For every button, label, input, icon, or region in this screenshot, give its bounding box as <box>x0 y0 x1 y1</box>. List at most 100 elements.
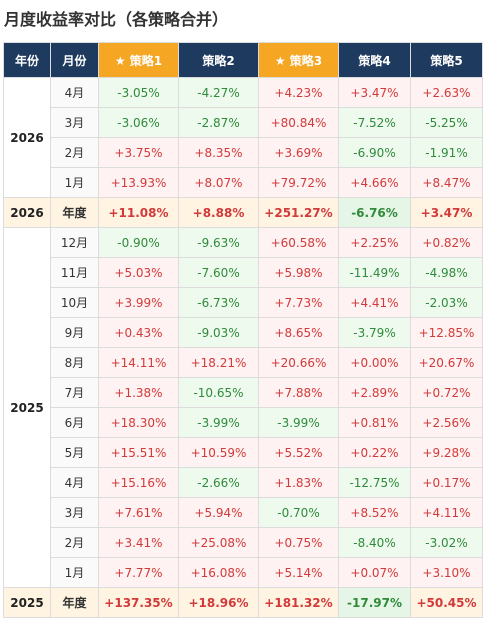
return-cell: +15.16% <box>98 467 179 498</box>
return-cell: +14.11% <box>98 347 179 378</box>
month-cell: 2月 <box>50 527 99 558</box>
month-row: 8月 +14.11% +18.21% +20.66% +0.00% +20.67% <box>4 347 483 378</box>
return-cell: -3.99% <box>258 407 339 438</box>
return-cell: +16.08% <box>178 557 259 588</box>
return-cell: +8.07% <box>178 167 259 198</box>
return-cell: +3.69% <box>258 137 339 168</box>
month-row: 4月 +15.16% -2.66% +1.83% -12.75% +0.17% <box>4 467 483 498</box>
return-cell: +0.72% <box>410 377 483 408</box>
return-cell: +3.75% <box>98 137 179 168</box>
table-body: 2026 4月 -3.05% -4.27% +4.23% +3.47% +2.63% 3月 -3… <box>3 77 483 618</box>
month-row: 2月 +3.75% +8.35% +3.69% -6.90% -1.91% <box>4 137 483 168</box>
return-cell: -0.70% <box>258 497 339 528</box>
return-cell: -3.99% <box>178 407 259 438</box>
return-cell: -8.40% <box>338 527 411 558</box>
return-cell: -3.06% <box>98 107 179 138</box>
return-cell: -4.98% <box>410 257 483 288</box>
return-cell: +0.75% <box>258 527 339 558</box>
return-cell: +3.99% <box>98 287 179 318</box>
header-cell: ★ 策略1 <box>98 42 179 78</box>
month-cell: 2月 <box>50 137 99 168</box>
month-row: 2025 12月 -0.90% -9.63% +60.58% +2.25% +0.82% <box>3 227 483 588</box>
return-cell: +4.11% <box>410 497 483 528</box>
return-cell: +3.41% <box>98 527 179 558</box>
return-cell: -9.63% <box>178 227 259 258</box>
header-row: 年份 月份 ★ 策略1 策略2 ★ 策略3 策略4 策略5 <box>3 42 483 78</box>
return-cell: +5.14% <box>258 557 339 588</box>
month-row: 11月 +5.03% -7.60% +5.98% -11.49% -4.98% <box>4 257 483 288</box>
year-cell: 2025 <box>3 227 51 588</box>
return-cell: +251.27% <box>258 197 339 228</box>
return-cell: -10.65% <box>178 377 259 408</box>
return-cell: +15.51% <box>98 437 179 468</box>
return-cell: -6.76% <box>338 197 411 228</box>
month-cell: 4月 <box>50 467 99 498</box>
return-cell: -0.90% <box>98 227 179 258</box>
return-cell: +0.00% <box>338 347 411 378</box>
year-cell: 2025 <box>3 587 51 618</box>
return-cell: +7.77% <box>98 557 179 588</box>
return-cell: -3.79% <box>338 317 411 348</box>
return-cell: +4.23% <box>258 77 339 108</box>
table-header: 年份 月份 ★ 策略1 策略2 ★ 策略3 策略4 策略5 <box>3 42 483 78</box>
month-cell: 6月 <box>50 407 99 438</box>
return-cell: +20.67% <box>410 347 483 378</box>
return-cell: +8.47% <box>410 167 483 198</box>
month-cell: 11月 <box>50 257 99 288</box>
return-cell: +2.63% <box>410 77 483 108</box>
page-title: 月度收益率对比（各策略合并） <box>4 10 229 29</box>
return-cell: -3.05% <box>98 77 179 108</box>
return-cell: +3.47% <box>410 197 483 228</box>
return-cell: +4.66% <box>338 167 411 198</box>
return-cell: +20.66% <box>258 347 339 378</box>
return-cell: +0.81% <box>338 407 411 438</box>
month-row: 3月 +7.61% +5.94% -0.70% +8.52% +4.11% <box>4 497 483 528</box>
return-cell: -9.03% <box>178 317 259 348</box>
return-cell: +18.96% <box>178 587 259 618</box>
return-cell: -5.25% <box>410 107 483 138</box>
month-cell: 7月 <box>50 377 99 408</box>
month-row: 1月 +7.77% +16.08% +5.14% +0.07% +3.10% <box>4 557 483 588</box>
month-cell: 1月 <box>50 557 99 588</box>
month-cell: 5月 <box>50 437 99 468</box>
return-cell: -2.87% <box>178 107 259 138</box>
header-cell: 策略4 <box>338 42 411 78</box>
return-cell: +5.98% <box>258 257 339 288</box>
month-row: 3月 -3.06% -2.87% +80.84% -7.52% -5.25% <box>4 107 483 138</box>
return-cell: +25.08% <box>178 527 259 558</box>
return-cell: +12.85% <box>410 317 483 348</box>
return-cell: +11.08% <box>98 197 179 228</box>
return-cell: -11.49% <box>338 257 411 288</box>
return-cell: +5.52% <box>258 437 339 468</box>
month-cell: 1月 <box>50 167 99 198</box>
return-cell: +137.35% <box>98 587 179 618</box>
month-cell: 年度 <box>50 197 99 228</box>
return-cell: -2.03% <box>410 287 483 318</box>
return-cell: +8.88% <box>178 197 259 228</box>
return-cell: +79.72% <box>258 167 339 198</box>
return-cell: +18.21% <box>178 347 259 378</box>
return-cell: +2.89% <box>338 377 411 408</box>
return-cell: +3.47% <box>338 77 411 108</box>
header-cell: 策略2 <box>178 42 259 78</box>
year-cell: 2026 <box>3 77 51 198</box>
return-cell: +13.93% <box>98 167 179 198</box>
return-cell: +60.58% <box>258 227 339 258</box>
return-cell: +3.10% <box>410 557 483 588</box>
month-cell: 8月 <box>50 347 99 378</box>
month-row: 5月 +15.51% +10.59% +5.52% +0.22% +9.28% <box>4 437 483 468</box>
return-cell: -4.27% <box>178 77 259 108</box>
return-cell: +8.65% <box>258 317 339 348</box>
return-cell: +2.56% <box>410 407 483 438</box>
return-cell: -12.75% <box>338 467 411 498</box>
return-cell: +181.32% <box>258 587 339 618</box>
return-cell: -6.73% <box>178 287 259 318</box>
return-cell: +1.38% <box>98 377 179 408</box>
returns-table: 年份 月份 ★ 策略1 策略2 ★ 策略3 策略4 策略5 2026 4月 -3.05% -4.2… <box>3 42 483 618</box>
return-cell: +5.94% <box>178 497 259 528</box>
summary-row: 2026 年度 +11.08% +8.88% +251.27% -6.76% +3.47% <box>3 197 483 228</box>
header-cell: ★ 策略3 <box>258 42 339 78</box>
return-cell: -6.90% <box>338 137 411 168</box>
return-cell: -7.60% <box>178 257 259 288</box>
month-row: 7月 +1.38% -10.65% +7.88% +2.89% +0.72% <box>4 377 483 408</box>
